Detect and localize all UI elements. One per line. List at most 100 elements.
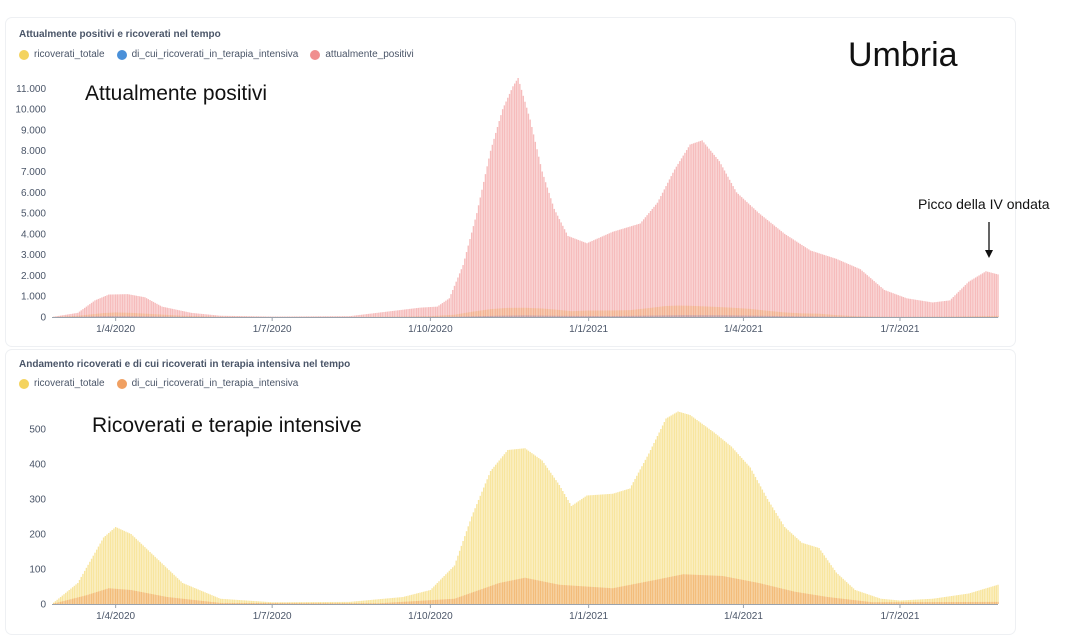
bar [737,193,739,317]
y-tick-label: 8.000 [21,146,46,157]
bar [548,582,550,604]
bar [837,598,839,604]
bar [983,272,985,317]
bar [354,315,356,317]
bar [636,224,638,317]
bar [99,543,101,604]
bar [206,593,208,604]
bar [268,603,270,604]
bar [825,557,827,604]
bar [402,309,404,317]
bar [352,603,354,604]
bar [952,602,954,604]
bar [820,550,822,604]
bar [978,590,980,604]
bar [653,580,655,604]
bar [625,585,628,604]
bar [868,594,870,604]
bar [794,591,796,604]
legend-item-attualmente-positivi[interactable]: attualmente_positivi [310,49,414,60]
bar [784,589,786,604]
bar [864,593,867,604]
bar [907,298,910,317]
bar [488,475,490,604]
bar [811,545,813,604]
bar [182,311,184,317]
bar [930,598,932,604]
bar [782,524,784,604]
bar [316,603,318,604]
bar [624,585,626,604]
bar [192,599,194,604]
bar [806,544,808,604]
bar [673,169,676,317]
bar [383,312,385,317]
legend-item-ricoverati-totale[interactable]: ricoverati_totale [19,49,105,60]
bar [390,311,392,317]
bar [455,560,457,604]
bar [556,584,559,604]
bar [531,126,533,318]
bar [470,592,473,604]
bar [655,439,657,604]
bar [61,595,64,604]
bar [323,602,325,604]
bar [53,316,55,318]
bar [264,316,266,317]
bar [195,588,198,604]
bar [58,315,60,317]
bar [943,597,946,604]
bar [823,596,825,604]
bar [885,602,887,604]
bar [83,570,86,604]
bar [747,465,750,604]
bar [319,603,322,604]
bar [689,415,691,604]
bar [835,598,838,604]
bar [981,601,984,604]
bar [286,602,289,604]
bar [483,588,485,604]
bar [372,599,375,604]
bar [450,294,452,317]
bar [596,587,598,604]
bar [701,423,703,604]
bar [434,599,437,604]
bar [199,600,201,604]
bar [317,602,320,604]
bar [682,155,684,317]
legend-item-ricoverati-totale[interactable]: ricoverati_totale [19,378,105,389]
bar [145,593,148,604]
legend-item-terapia-intensiva[interactable]: di_cui_ricoverati_in_terapia_intensiva [116,49,298,60]
bar [811,251,813,317]
bar [906,600,908,604]
bar [436,583,438,604]
bar [185,584,187,604]
bar [216,597,218,604]
bar [66,591,69,604]
bar [995,585,997,604]
bar [651,580,653,604]
bar [961,594,963,604]
bar [452,289,454,317]
bar [969,601,972,604]
bar [63,600,65,604]
legend-item-terapia-intensiva[interactable]: di_cui_ricoverati_in_terapia_intensiva [116,378,298,389]
bar [274,603,277,604]
bar [340,601,342,604]
bar [183,311,186,317]
bar [584,496,586,604]
bar [593,495,595,604]
bar [913,299,915,317]
bar [660,578,662,604]
bar [481,189,483,317]
bar [565,497,567,604]
bar [957,595,960,604]
bar [856,600,858,604]
bar [180,598,182,604]
bar [228,599,230,604]
bar [586,495,588,604]
bar [532,454,535,605]
bar [888,602,891,604]
bar [813,251,815,317]
